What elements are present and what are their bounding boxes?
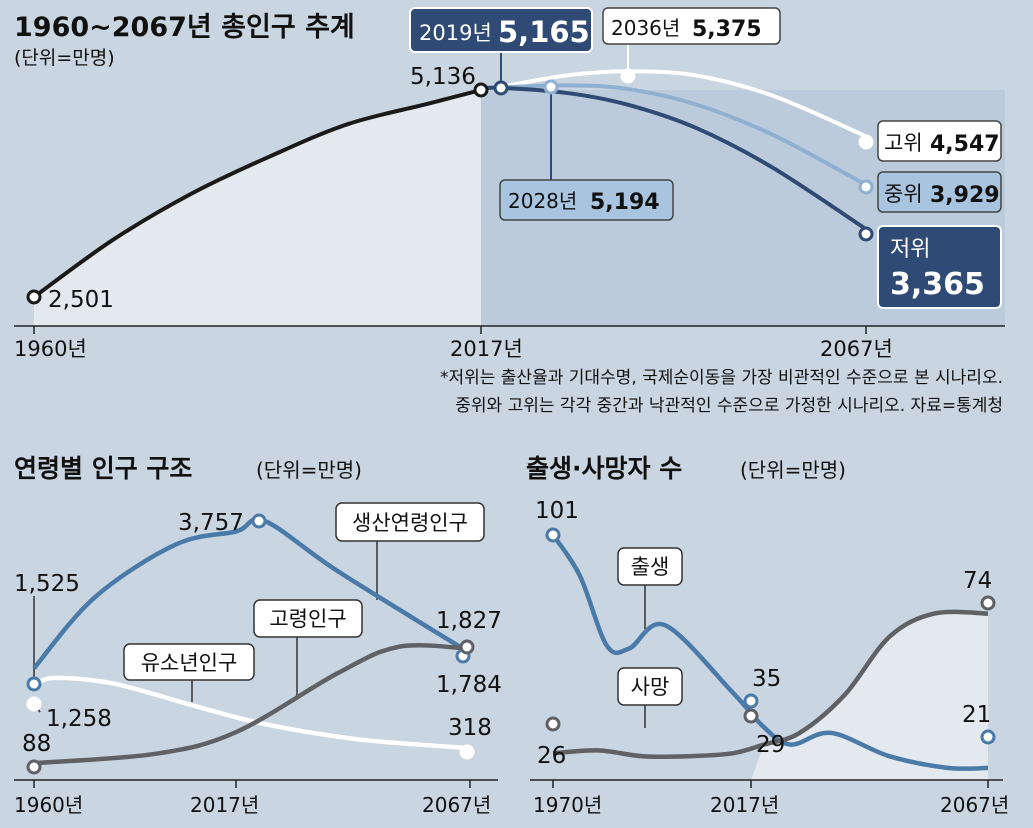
bd-label-29: 29: [756, 732, 785, 758]
top-chart-unit: (단위=만명): [14, 47, 115, 69]
box-high: [877, 120, 1002, 162]
bd-label-26: 26: [537, 743, 566, 769]
series-line-youth: [32, 675, 468, 751]
label-peak-value: 5,136: [410, 64, 476, 90]
tag-deaths-label: 사망: [631, 675, 670, 699]
tag-births: [617, 547, 683, 586]
box-high-name: 고위: [884, 131, 923, 155]
marker-death-1970: [545, 716, 561, 732]
box-2019: [409, 7, 593, 53]
box-low-name: 저위: [890, 237, 930, 262]
tag-elderly-label: 고령인구: [269, 607, 346, 631]
box-2028-year: 2028년: [508, 189, 577, 213]
marker-1960: [26, 289, 42, 305]
marker-working-2017: [251, 513, 267, 529]
age-label-1525: 1,525: [14, 571, 80, 597]
birth-death-projection-shade: [751, 611, 988, 780]
top-xtick-label-1960: 1960년: [14, 337, 87, 361]
box-high-value: 4,547: [930, 132, 1000, 157]
marker-2036: [620, 68, 636, 84]
marker-2028: [543, 79, 559, 95]
tag-working-age: [335, 502, 485, 542]
tag-elderly: [253, 599, 363, 638]
top-chart: 1960~2067년 총인구 추계 (단위=만명) 1960년 2017년 20…: [14, 7, 1005, 416]
marker-death-2017: [743, 708, 759, 724]
bd-label-21: 21: [962, 702, 991, 728]
top-xtick-label-2017: 2017년: [450, 337, 523, 361]
box-2019-year: 2019년: [419, 21, 492, 45]
box-low-value: 3,365: [890, 267, 985, 302]
marker-elderly-2067: [459, 639, 475, 655]
box-mid-value: 3,929: [930, 183, 1000, 208]
box-2028-value: 5,194: [590, 190, 660, 215]
marker-birth-2067: [980, 729, 996, 745]
box-2036-year: 2036년: [611, 16, 680, 40]
bd-xtick-label-1970: 1970년: [533, 793, 602, 817]
tag-working-age-label: 생산연령인구: [352, 511, 468, 535]
marker-2017: [473, 82, 489, 98]
marker-working-1960: [26, 676, 42, 692]
bd-chart-unit: (단위=만명): [740, 458, 846, 482]
age-label-1258: 1,258: [46, 706, 112, 732]
bd-label-101: 101: [535, 498, 579, 524]
marker-birth-1970: [545, 527, 561, 543]
marker-elderly-1960: [26, 759, 42, 775]
marker-birth-2017: [743, 693, 759, 709]
age-xtick-label-2067: 2067년: [422, 793, 491, 817]
age-label-88: 88: [22, 731, 51, 757]
box-low: [877, 225, 1002, 309]
age-label-3757: 3,757: [178, 510, 244, 536]
bd-xtick-label-2017: 2017년: [710, 793, 779, 817]
age-chart-unit: (단위=만명): [256, 458, 362, 482]
series-line-elderly: [33, 643, 468, 766]
box-2028: [499, 179, 674, 221]
box-mid-name: 중위: [884, 182, 923, 206]
marker-high-end: [858, 134, 874, 150]
marker-youth-2067: [459, 744, 475, 760]
box-2036: [602, 7, 781, 45]
tag-youth: [123, 643, 255, 681]
bd-label-74: 74: [963, 568, 992, 594]
age-xtick-label-2017: 2017년: [190, 793, 259, 817]
tag-births-label: 출생: [631, 555, 670, 579]
footnote-line-1: *저위는 출산율과 기대수명, 국제순이동을 가장 비관적인 수준으로 본 시나…: [440, 368, 1003, 388]
marker-2019: [493, 80, 509, 96]
age-chart-title: 연령별 인구 구조: [14, 454, 192, 483]
age-structure-chart: 연령별 인구 구조 (단위=만명) 1960년 2017년 2067년 1,52…: [14, 454, 502, 817]
label-start-value: 2,501: [48, 287, 114, 313]
marker-youth-1960: [26, 696, 42, 712]
marker-low-end: [858, 226, 874, 242]
age-label-318: 318: [448, 715, 492, 741]
series-line-births: [551, 533, 989, 771]
top-history-area: [34, 90, 481, 326]
marker-mid-end: [858, 179, 874, 195]
top-chart-title: 1960~2067년 총인구 추계: [14, 12, 355, 43]
box-mid: [877, 171, 1002, 213]
footnote-line-2: 중위와 고위는 각각 중간과 낙관적인 수준으로 가정한 시나리오. 자료=통계…: [455, 396, 1003, 416]
series-line-history: [32, 88, 482, 299]
age-label-1784: 1,784: [436, 672, 502, 698]
series-line-deaths: [552, 609, 989, 760]
age-label-1827: 1,827: [436, 608, 502, 634]
box-2036-value: 5,375: [692, 17, 762, 42]
top-projection-shade: [481, 90, 1005, 326]
marker-death-2067: [980, 595, 996, 611]
tag-deaths: [617, 667, 683, 706]
bd-label-35: 35: [752, 666, 781, 692]
top-xtick-label-2067: 2067년: [820, 337, 893, 361]
bd-chart-title: 출생·사망자 수: [526, 454, 682, 483]
age-xtick-label-1960: 1960년: [14, 793, 83, 817]
birth-death-chart: 출생·사망자 수 (단위=만명) 1970년 2017년 2067년 101 3…: [526, 454, 1009, 817]
bd-xtick-label-2067: 2067년: [940, 793, 1009, 817]
box-2019-value: 5,165: [498, 15, 590, 49]
tag-youth-label: 유소년인구: [141, 651, 238, 675]
series-line-working-age: [32, 517, 469, 670]
